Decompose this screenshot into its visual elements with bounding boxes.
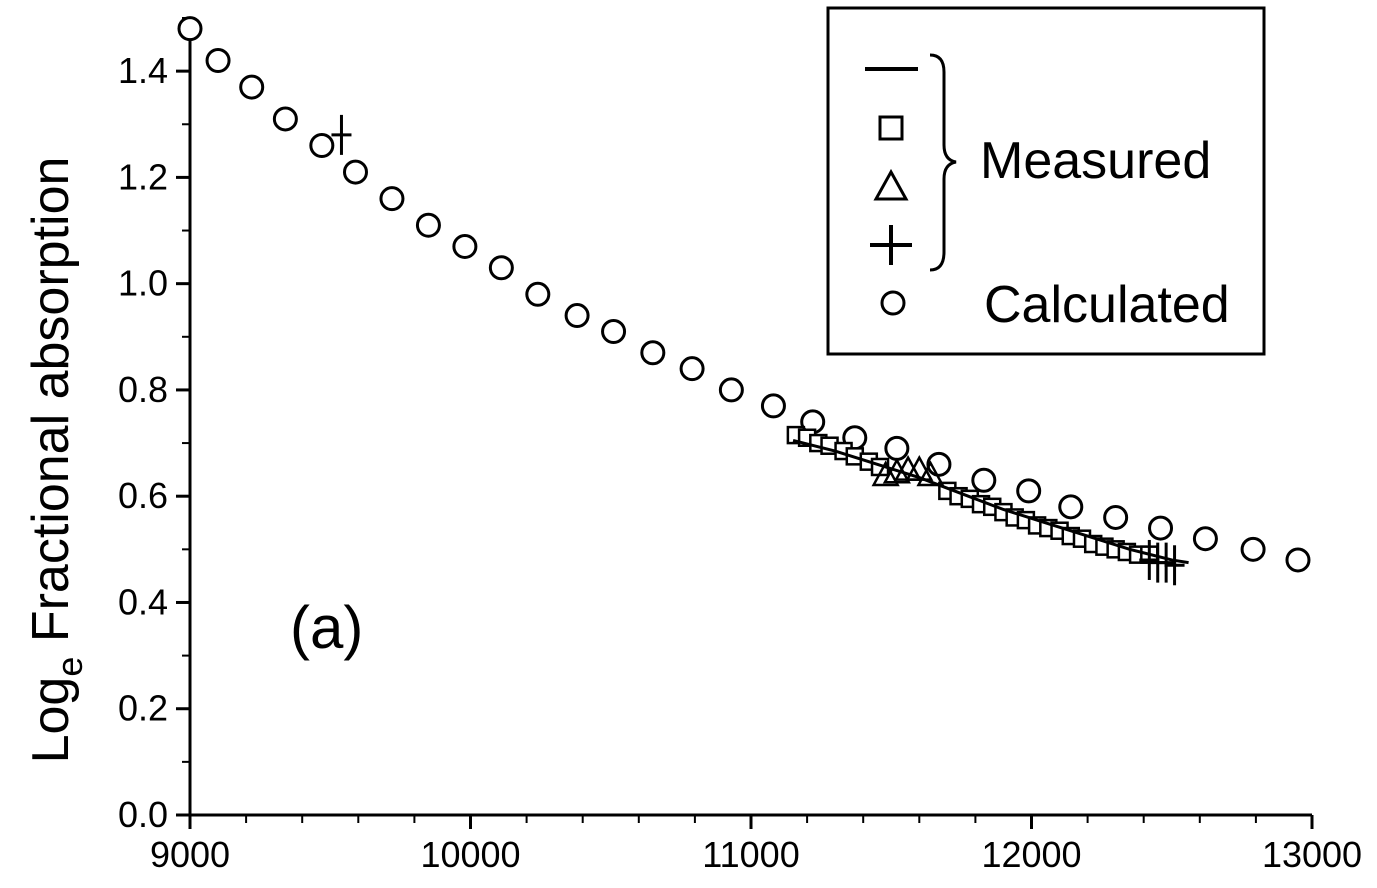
series-plus	[331, 114, 1185, 586]
calculated-point	[525, 281, 551, 307]
y-tick-label: 0.8	[118, 369, 168, 410]
x-tick-label: 9000	[150, 834, 230, 875]
calculated-point	[1058, 494, 1084, 520]
calculated-point	[1016, 478, 1042, 504]
y-tick-label: 0.2	[118, 688, 168, 729]
legend-calculated-label: Calculated	[984, 276, 1230, 334]
calculated-point	[640, 340, 666, 366]
measured-line	[792, 438, 1189, 565]
measured-plus-point	[1139, 539, 1160, 580]
calculated-point	[679, 356, 705, 382]
x-tick-label: 13000	[1262, 834, 1362, 875]
calculated-point	[452, 233, 478, 259]
calculated-point	[884, 435, 910, 461]
y-tick-label: 1.2	[118, 156, 168, 197]
calculated-point	[309, 133, 335, 159]
calculated-point	[971, 467, 997, 493]
calculated-point	[488, 255, 514, 281]
y-tick-label: 0.0	[118, 794, 168, 835]
calculated-point	[564, 303, 590, 329]
data-marks	[177, 16, 1311, 586]
calculated-point	[760, 393, 786, 419]
x-tick-label: 12000	[981, 834, 1081, 875]
y-axis-title-text: Fractional absorption	[22, 157, 80, 643]
panel-label: (a)	[290, 594, 363, 661]
calculated-point	[205, 48, 231, 74]
calculated-point	[601, 318, 627, 344]
legend-triangle-marker	[873, 168, 909, 201]
y-tick-label: 1.0	[118, 263, 168, 304]
calculated-point	[1148, 515, 1174, 541]
x-tick-label: 11000	[702, 834, 799, 875]
measured-triangle-point	[916, 460, 945, 487]
y-tick-label: 0.6	[118, 475, 168, 516]
calculated-point	[177, 16, 203, 42]
measured-triangle-point	[905, 455, 934, 481]
legend: Measured Calculated	[826, 6, 1266, 356]
calculated-point	[1103, 504, 1129, 530]
legend-square-marker	[878, 115, 904, 141]
x-tick-label: 10000	[420, 834, 520, 875]
y-tick-label: 0.4	[118, 581, 168, 622]
calculated-point	[1192, 526, 1218, 552]
calculated-point	[272, 106, 298, 132]
calculated-point	[379, 186, 405, 212]
y-axis-title-prefix: Log	[22, 677, 80, 764]
measured-plus-point	[1156, 542, 1177, 583]
measured-plus-point	[1164, 545, 1185, 586]
legend-plus-marker	[870, 225, 912, 265]
calculated-point	[718, 377, 744, 403]
axis-tick-labels: 9000 10000 11000 12000 13000 0.0 0.2 0.4 0.6 0.8 1…	[118, 50, 1362, 875]
legend-measured-label: Measured	[980, 132, 1211, 190]
calculated-point	[1240, 536, 1266, 562]
calculated-point	[415, 212, 441, 238]
calculated-point	[1285, 547, 1311, 573]
y-tick-label: 1.4	[118, 50, 168, 91]
series-line	[792, 438, 1189, 565]
series-square	[786, 425, 1159, 564]
legend-circle-marker	[880, 290, 906, 316]
y-axis-title-subscript: e	[49, 657, 90, 677]
legend-brace	[929, 53, 957, 272]
measured-plus-point	[331, 114, 352, 155]
y-axis-title: Loge Fractional absorption	[22, 157, 90, 764]
calculated-point	[239, 74, 265, 100]
series-triangle	[871, 455, 945, 487]
measured-triangle-point	[871, 460, 900, 487]
calculated-point	[342, 159, 368, 185]
